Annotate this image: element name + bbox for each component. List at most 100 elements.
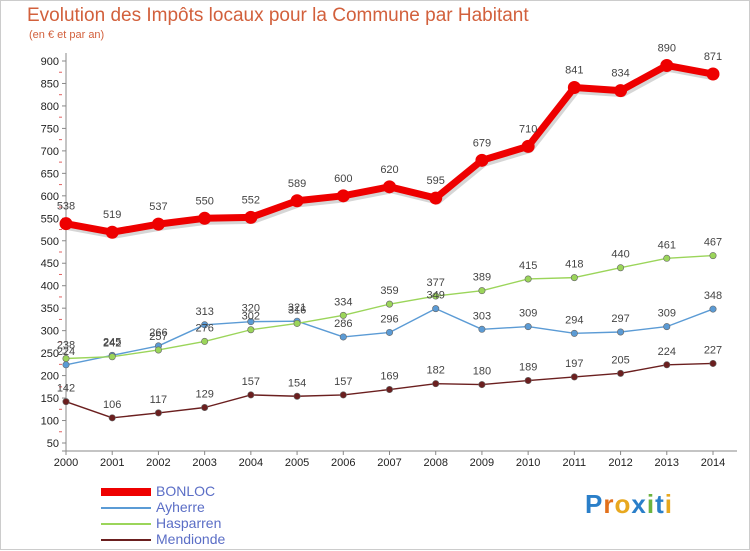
data-point-ayherre[interactable] (385, 328, 393, 336)
data-point-ayherre[interactable] (663, 323, 671, 331)
data-point-hasparren[interactable] (478, 287, 486, 295)
y-tick-label: 200 (41, 371, 59, 383)
logo-letter: t (655, 489, 665, 519)
legend-label-mendionde: Mendionde (156, 531, 226, 547)
data-label-hasparren: 302 (242, 311, 260, 323)
data-point-ayherre[interactable] (570, 329, 578, 337)
data-point-ayherre[interactable] (247, 318, 255, 326)
data-point-mendionde[interactable] (247, 391, 255, 399)
data-point-hasparren[interactable] (154, 346, 162, 354)
data-point-bonloc[interactable] (614, 84, 628, 98)
data-point-bonloc[interactable] (290, 194, 304, 208)
series-layer (59, 58, 720, 422)
data-label-ayherre: 286 (334, 318, 352, 330)
x-tick-label: 2013 (655, 457, 679, 469)
data-label-mendionde: 157 (334, 376, 352, 388)
data-point-hasparren[interactable] (293, 319, 301, 327)
data-point-hasparren[interactable] (570, 274, 578, 282)
y-axis: 50 100 150 200 250 300 350 400 450 500 550 600 650 70… (41, 53, 67, 451)
data-point-hasparren[interactable] (709, 252, 717, 260)
data-point-ayherre[interactable] (432, 305, 440, 313)
data-point-hasparren[interactable] (617, 264, 625, 272)
data-point-mendionde[interactable] (293, 392, 301, 400)
data-point-bonloc[interactable] (660, 58, 674, 72)
x-tick-label: 2008 (423, 457, 447, 469)
data-point-mendionde[interactable] (709, 359, 717, 367)
data-label-mendionde: 180 (473, 366, 491, 378)
data-point-mendionde[interactable] (663, 361, 671, 369)
data-point-bonloc[interactable] (198, 211, 212, 225)
chart-title: Evolution des Impôts locaux pour la Comm… (27, 5, 529, 26)
logo-letter: x (631, 489, 647, 519)
data-point-ayherre[interactable] (709, 305, 717, 313)
data-label-ayherre: 294 (565, 314, 583, 326)
data-point-ayherre[interactable] (478, 325, 486, 333)
data-label-ayherre: 309 (519, 308, 537, 320)
y-tick-label: 400 (41, 281, 59, 293)
data-point-bonloc[interactable] (383, 180, 396, 194)
x-tick-label: 2006 (331, 457, 355, 469)
x-tick-label: 2014 (701, 457, 725, 469)
data-point-mendionde[interactable] (385, 386, 393, 394)
data-point-bonloc[interactable] (521, 139, 535, 153)
data-point-hasparren[interactable] (339, 311, 347, 319)
data-point-hasparren[interactable] (247, 326, 255, 334)
data-point-bonloc[interactable] (706, 67, 720, 81)
data-point-hasparren[interactable] (663, 254, 671, 262)
data-point-mendionde[interactable] (524, 377, 532, 385)
data-point-ayherre[interactable] (524, 323, 532, 331)
data-point-hasparren[interactable] (201, 337, 209, 345)
data-label-hasparren: 257 (149, 331, 167, 343)
x-tick-label: 2009 (470, 457, 494, 469)
data-point-mendionde[interactable] (62, 398, 70, 406)
data-label-bonloc: 710 (519, 123, 537, 135)
data-point-hasparren[interactable] (524, 275, 532, 283)
logo-letter: P (585, 489, 604, 519)
data-label-bonloc: 834 (611, 68, 629, 80)
data-label-ayherre: 297 (611, 313, 629, 325)
data-point-hasparren[interactable] (108, 353, 116, 361)
y-tick-label: 700 (41, 146, 59, 158)
data-point-bonloc[interactable] (567, 81, 581, 95)
y-tick-label: 750 (41, 123, 59, 135)
data-point-mendionde[interactable] (570, 373, 578, 381)
y-tick-label: 250 (41, 348, 59, 360)
data-label-bonloc: 595 (427, 175, 445, 187)
data-point-mendionde[interactable] (478, 381, 486, 389)
data-point-bonloc[interactable] (59, 217, 73, 231)
data-point-bonloc[interactable] (475, 153, 489, 167)
data-point-mendionde[interactable] (154, 409, 162, 417)
data-point-hasparren[interactable] (385, 300, 393, 308)
data-point-hasparren[interactable] (432, 292, 440, 300)
y-tick-label: 550 (41, 213, 59, 225)
data-label-bonloc: 679 (473, 137, 491, 149)
legend-swatch-hasparren (101, 523, 151, 525)
data-point-mendionde[interactable] (432, 380, 440, 388)
data-label-bonloc: 620 (380, 164, 398, 176)
data-label-mendionde: 205 (611, 354, 629, 366)
chart-subtitle: (en € et par an) (29, 29, 105, 41)
data-point-bonloc[interactable] (244, 210, 258, 224)
data-point-ayherre[interactable] (201, 321, 209, 329)
data-label-bonloc: 589 (288, 178, 306, 190)
data-point-mendionde[interactable] (201, 403, 209, 411)
data-point-bonloc[interactable] (151, 217, 165, 231)
data-point-hasparren[interactable] (62, 355, 70, 363)
data-label-mendionde: 227 (704, 344, 722, 356)
data-label-ayherre: 303 (473, 310, 491, 322)
data-point-mendionde[interactable] (617, 369, 625, 377)
data-point-ayherre[interactable] (62, 361, 70, 369)
data-label-hasparren: 359 (380, 285, 398, 297)
data-point-ayherre[interactable] (617, 328, 625, 336)
data-point-ayherre[interactable] (339, 333, 347, 341)
data-point-bonloc[interactable] (105, 225, 119, 239)
data-point-bonloc[interactable] (429, 191, 443, 205)
data-point-mendionde[interactable] (339, 391, 347, 399)
data-label-mendionde: 197 (565, 358, 583, 370)
data-label-mendionde: 169 (380, 371, 398, 383)
x-tick-label: 2001 (100, 457, 124, 469)
data-point-bonloc[interactable] (336, 189, 350, 203)
y-tick-label: 500 (41, 236, 59, 248)
data-point-mendionde[interactable] (108, 414, 116, 422)
data-label-bonloc: 537 (149, 201, 167, 213)
